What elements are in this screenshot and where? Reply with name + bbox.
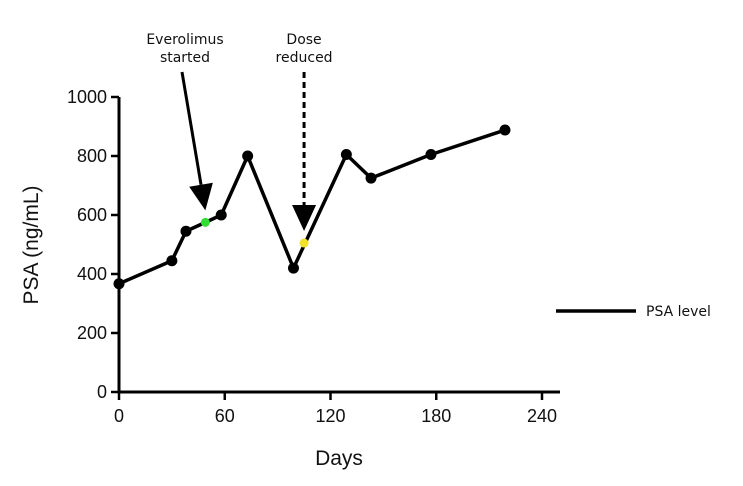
y-tick-label: 400 [77, 264, 107, 284]
y-tick-label: 600 [77, 205, 107, 225]
annotation-label: reduced [276, 50, 333, 66]
highlight-point [200, 217, 210, 227]
x-tick-label: 60 [215, 406, 235, 426]
series-layer [113, 124, 511, 290]
data-point [499, 124, 511, 136]
x-tick-label: 180 [421, 406, 451, 426]
x-axis-title: Days [315, 447, 363, 470]
y-axis-title: PSA (ng/mL) [20, 185, 43, 304]
annotation-label: started [160, 50, 210, 66]
y-tick-label: 800 [77, 146, 107, 166]
axes: 0 200 400 600 800 1000 0 60 120 180 240 [67, 87, 560, 426]
x-tick-label: 240 [527, 406, 557, 426]
y-tick-label: 200 [77, 323, 107, 343]
annotation-label: Dose [286, 32, 321, 48]
data-point [180, 225, 192, 237]
highlight-point [299, 238, 309, 248]
data-point [215, 209, 227, 221]
annotation-label: Everolimus [146, 32, 223, 48]
legend: PSA level [556, 304, 711, 320]
x-tick-label: 0 [114, 406, 124, 426]
data-point [113, 278, 125, 290]
data-point [287, 262, 299, 274]
annotation-arrow-shaft [180, 71, 203, 185]
x-tick-label: 120 [315, 406, 345, 426]
y-tick-label: 0 [97, 382, 107, 402]
y-tick-label: 1000 [67, 87, 107, 107]
data-point [425, 149, 437, 161]
legend-label: PSA level [646, 304, 711, 320]
data-point [242, 150, 254, 162]
data-point [365, 172, 377, 184]
data-point [166, 255, 178, 267]
annotation-arrow-head [292, 205, 317, 232]
annotation-layer: Everolimus started Dose reduced [146, 32, 333, 232]
data-point [340, 149, 352, 161]
annotation-arrow-head [189, 182, 213, 211]
